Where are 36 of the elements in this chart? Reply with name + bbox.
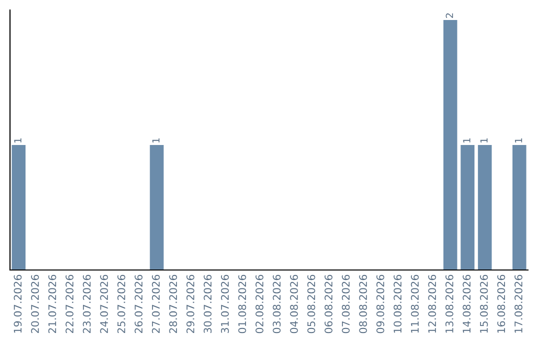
x-tick-label: 01.08.2026 [238,274,246,334]
x-tick-label: 10.08.2026 [394,274,402,333]
x-tick-label: 20.07.2026 [31,274,39,334]
x-tick-label: 03.08.2026 [272,274,281,334]
x-tick-label: 15.08.2026 [480,274,488,333]
x-tick-label: 12.08.2026 [428,274,436,333]
x-tick-label: 21.07.2026 [48,274,56,334]
data-label: 2 [446,13,453,18]
x-tick-label: 26.07.2026 [134,274,143,334]
x-tick-label: 11.08.2026 [410,274,419,333]
x-tick-label: 06.08.2026 [324,274,332,334]
x-tick-label: 02.08.2026 [256,274,264,334]
x-tick-label: 13.08.2026 [445,274,454,333]
x-tick-label: 19.07.2026 [14,274,22,333]
data-label: 1 [463,138,470,143]
x-tick-label: 09.08.2026 [376,274,384,334]
x-tick-label: 17.08.2026 [514,274,522,333]
x-tick-label: 05.08.2026 [307,274,316,334]
x-tick-label: 31.07.2026 [220,274,229,334]
x-tick-label: 24.07.2026 [100,274,108,334]
x-tick-label: 27.07.2026 [152,274,160,334]
x-tick-label: 25.07.2026 [117,274,126,334]
x-tick-label: 04.08.2026 [290,274,298,334]
x-tick-label: 16.08.2026 [497,274,506,333]
x-tick-label: 14.08.2026 [462,274,471,333]
x-tick-label: 23.07.2026 [82,274,91,334]
x-tick-label: 29.07.2026 [186,274,194,334]
x-tick-label: 22.07.2026 [66,274,74,334]
data-label: 1 [480,138,488,143]
x-tick-label: 08.08.2026 [359,274,367,334]
data-label: 1 [514,138,522,143]
x-tick-label: 07.08.2026 [342,274,350,334]
x-tick-label: 30.07.2026 [204,274,212,334]
data-label: 1 [14,138,22,143]
x-tick-label: 28.07.2026 [169,274,178,334]
data-label: 1 [152,138,160,143]
